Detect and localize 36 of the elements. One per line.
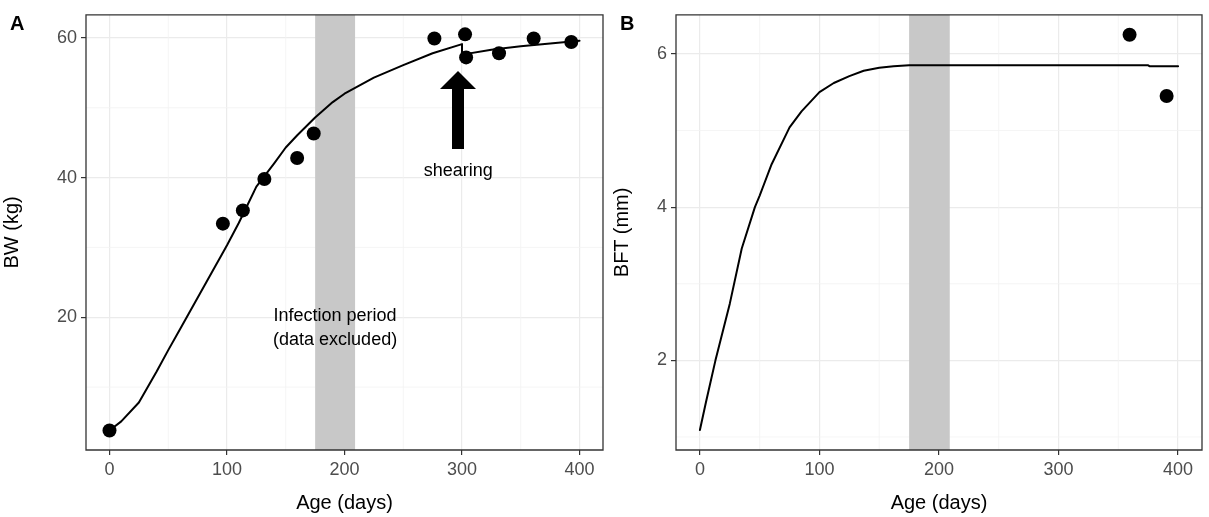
point	[492, 46, 507, 61]
y-tick-label: 6	[656, 42, 667, 63]
point	[102, 423, 117, 438]
x-tick-label: 0	[104, 458, 115, 479]
point	[257, 171, 272, 186]
point	[427, 31, 442, 46]
y-axis-title: BFT (mm)	[609, 187, 632, 278]
band-label: Infection period (data excluded)	[273, 305, 398, 350]
y-axis-title: BW (kg)	[0, 196, 22, 269]
point	[526, 31, 541, 46]
x-tick-label: 0	[694, 458, 705, 479]
point	[459, 50, 474, 65]
x-tick-label: 100	[804, 458, 835, 479]
point	[235, 203, 250, 218]
y-tick-label: 2	[656, 349, 667, 370]
x-axis-title: Age (days)	[890, 490, 988, 513]
x-axis-title: Age (days)	[296, 490, 393, 513]
x-tick-label: 100	[211, 458, 243, 479]
y-tick-label: 20	[56, 306, 77, 327]
point	[290, 151, 305, 165]
point	[306, 126, 321, 141]
y-tick-label: 4	[656, 196, 667, 217]
chart-title: A	[10, 11, 25, 34]
x-tick-label: 200	[329, 458, 360, 479]
chart-title: B	[620, 11, 635, 34]
y-tick-label: 40	[56, 166, 77, 187]
point	[458, 27, 473, 42]
x-tick-label: 300	[1043, 458, 1074, 479]
x-tick-label: 400	[564, 458, 595, 479]
x-tick-label: 200	[923, 458, 955, 479]
x-tick-label: 400	[1163, 458, 1194, 479]
annotation: shearing	[423, 160, 493, 181]
point	[564, 35, 579, 50]
y-tick-label: 60	[56, 26, 77, 47]
point	[215, 216, 230, 231]
x-tick-label: 300	[446, 458, 478, 479]
